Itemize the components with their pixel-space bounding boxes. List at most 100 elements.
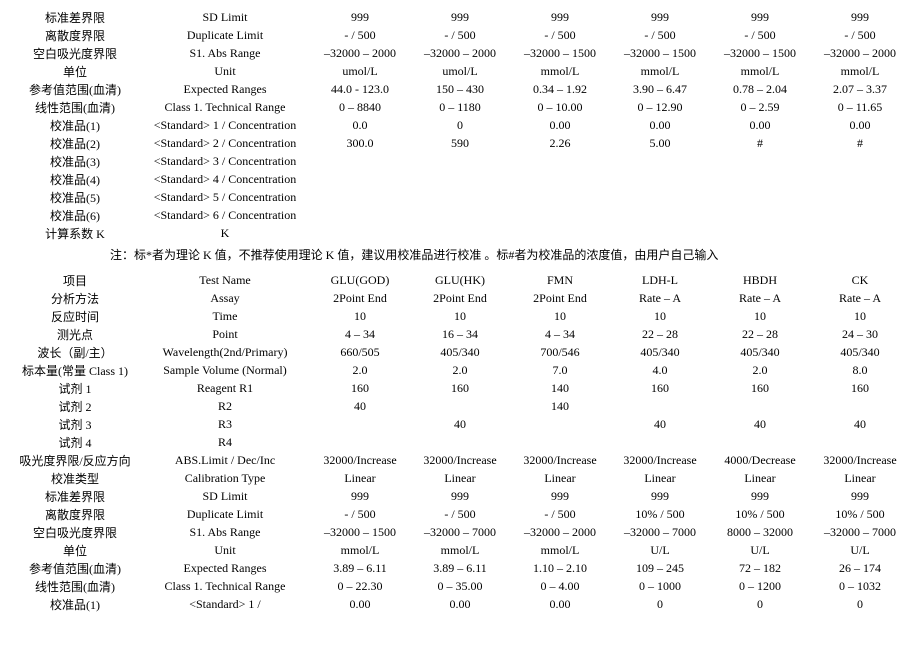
- table-row: 试剂 4R4: [10, 433, 910, 451]
- table-row: 校准品(4)<Standard> 4 / Concentration: [10, 170, 910, 188]
- data-cell: 0.00: [410, 597, 510, 612]
- data-cell: 999: [410, 10, 510, 25]
- data-cell: 0.00: [310, 597, 410, 612]
- row-label-en: Assay: [140, 291, 310, 306]
- row-label-cn: 标准差界限: [10, 488, 140, 505]
- data-cell: 999: [810, 10, 910, 25]
- data-cell: –32000 – 7000: [610, 525, 710, 540]
- table-row: 线性范围(血清)Class 1. Technical Range0 – 22.3…: [10, 577, 910, 595]
- data-cell: U/L: [610, 543, 710, 558]
- data-cell: 999: [610, 10, 710, 25]
- data-cell: –32000 – 7000: [410, 525, 510, 540]
- data-cell: 40: [810, 417, 910, 432]
- row-label-cn: 标本量(常量 Class 1): [10, 362, 140, 379]
- data-cell: - / 500: [310, 28, 410, 43]
- data-cell: 7.0: [510, 363, 610, 378]
- data-cell: –32000 – 1500: [510, 46, 610, 61]
- row-label-en: R4: [140, 435, 310, 450]
- data-cell: 22 – 28: [610, 327, 710, 342]
- data-cell: Linear: [610, 471, 710, 486]
- table-row: 试剂 1Reagent R1160160140160160160: [10, 379, 910, 397]
- table-row: 标本量(常量 Class 1)Sample Volume (Normal)2.0…: [10, 361, 910, 379]
- data-cell: 10: [310, 309, 410, 324]
- row-label-cn: 空白吸光度界限: [10, 524, 140, 541]
- row-label-en: S1. Abs Range: [140, 46, 310, 61]
- table-row: 参考值范围(血清)Expected Ranges3.89 – 6.113.89 …: [10, 559, 910, 577]
- data-cell: 405/340: [610, 345, 710, 360]
- data-cell: 0.00: [810, 118, 910, 133]
- data-cell: 405/340: [810, 345, 910, 360]
- row-label-cn: 计算系数 K: [10, 225, 140, 242]
- table-row: 单位Unitmmol/Lmmol/Lmmol/LU/LU/LU/L: [10, 541, 910, 559]
- data-cell: 999: [710, 10, 810, 25]
- table-row: 线性范围(血清)Class 1. Technical Range0 – 8840…: [10, 98, 910, 116]
- data-cell: - / 500: [410, 507, 510, 522]
- row-label-en: Unit: [140, 543, 310, 558]
- data-cell: 150 – 430: [410, 82, 510, 97]
- data-cell: 999: [410, 489, 510, 504]
- data-cell: 40: [310, 399, 410, 414]
- data-cell: 8.0: [810, 363, 910, 378]
- data-cell: 40: [610, 417, 710, 432]
- row-label-cn: 项目: [10, 272, 140, 289]
- row-label-en: K: [140, 226, 310, 241]
- row-label-cn: 离散度界限: [10, 506, 140, 523]
- data-cell: 0 – 8840: [310, 100, 410, 115]
- data-cell: Linear: [510, 471, 610, 486]
- table-row: 校准品(5)<Standard> 5 / Concentration: [10, 188, 910, 206]
- data-cell: 10: [810, 309, 910, 324]
- data-cell: 0: [810, 597, 910, 612]
- row-label-cn: 校准品(3): [10, 153, 140, 170]
- row-label-cn: 单位: [10, 63, 140, 80]
- data-cell: GLU(GOD): [310, 273, 410, 288]
- data-cell: 32000/Increase: [510, 453, 610, 468]
- data-cell: 0 – 1180: [410, 100, 510, 115]
- row-label-cn: 波长（副/主）: [10, 344, 140, 361]
- data-cell: 160: [610, 381, 710, 396]
- data-cell: –32000 – 2000: [810, 46, 910, 61]
- row-label-en: Expected Ranges: [140, 561, 310, 576]
- data-cell: 10% / 500: [610, 507, 710, 522]
- row-label-cn: 试剂 4: [10, 434, 140, 451]
- data-cell: 8000 – 32000: [710, 525, 810, 540]
- row-label-en: Sample Volume (Normal): [140, 363, 310, 378]
- data-cell: 999: [510, 10, 610, 25]
- data-cell: 300.0: [310, 136, 410, 151]
- data-cell: –32000 – 1500: [610, 46, 710, 61]
- row-label-en: <Standard> 2 / Concentration: [140, 136, 310, 151]
- table-row: 校准品(2)<Standard> 2 / Concentration300.05…: [10, 134, 910, 152]
- data-cell: Rate – A: [710, 291, 810, 306]
- data-cell: 22 – 28: [710, 327, 810, 342]
- row-label-en: <Standard> 4 / Concentration: [140, 172, 310, 187]
- data-cell: –32000 – 2000: [510, 525, 610, 540]
- data-cell: –32000 – 1500: [310, 525, 410, 540]
- data-cell: 32000/Increase: [610, 453, 710, 468]
- data-cell: - / 500: [710, 28, 810, 43]
- data-cell: 0 – 1200: [710, 579, 810, 594]
- data-cell: 2.0: [310, 363, 410, 378]
- row-label-cn: 校准类型: [10, 470, 140, 487]
- data-cell: 0 – 1000: [610, 579, 710, 594]
- data-cell: 0.34 – 1.92: [510, 82, 610, 97]
- data-cell: 0.00: [610, 118, 710, 133]
- row-label-en: Reagent R1: [140, 381, 310, 396]
- data-cell: U/L: [710, 543, 810, 558]
- row-label-cn: 校准品(1): [10, 117, 140, 134]
- row-label-cn: 校准品(6): [10, 207, 140, 224]
- table-row: 空白吸光度界限S1. Abs Range–32000 – 1500–32000 …: [10, 523, 910, 541]
- footnote: 注：标*者为理论 K 值，不推荐使用理论 K 值，建议用校准品进行校准 。标#者…: [110, 246, 910, 263]
- row-label-en: S1. Abs Range: [140, 525, 310, 540]
- data-cell: 999: [510, 489, 610, 504]
- row-label-en: Duplicate Limit: [140, 507, 310, 522]
- row-label-en: R2: [140, 399, 310, 414]
- data-cell: 4 – 34: [510, 327, 610, 342]
- data-cell: 109 – 245: [610, 561, 710, 576]
- data-cell: –32000 – 2000: [310, 46, 410, 61]
- data-cell: 3.90 – 6.47: [610, 82, 710, 97]
- table-row: 标准差界限SD Limit999999999999999999: [10, 8, 910, 26]
- row-label-en: Test Name: [140, 273, 310, 288]
- data-cell: 40: [410, 417, 510, 432]
- row-label-en: Point: [140, 327, 310, 342]
- data-cell: mmol/L: [810, 64, 910, 79]
- data-cell: 1.10 – 2.10: [510, 561, 610, 576]
